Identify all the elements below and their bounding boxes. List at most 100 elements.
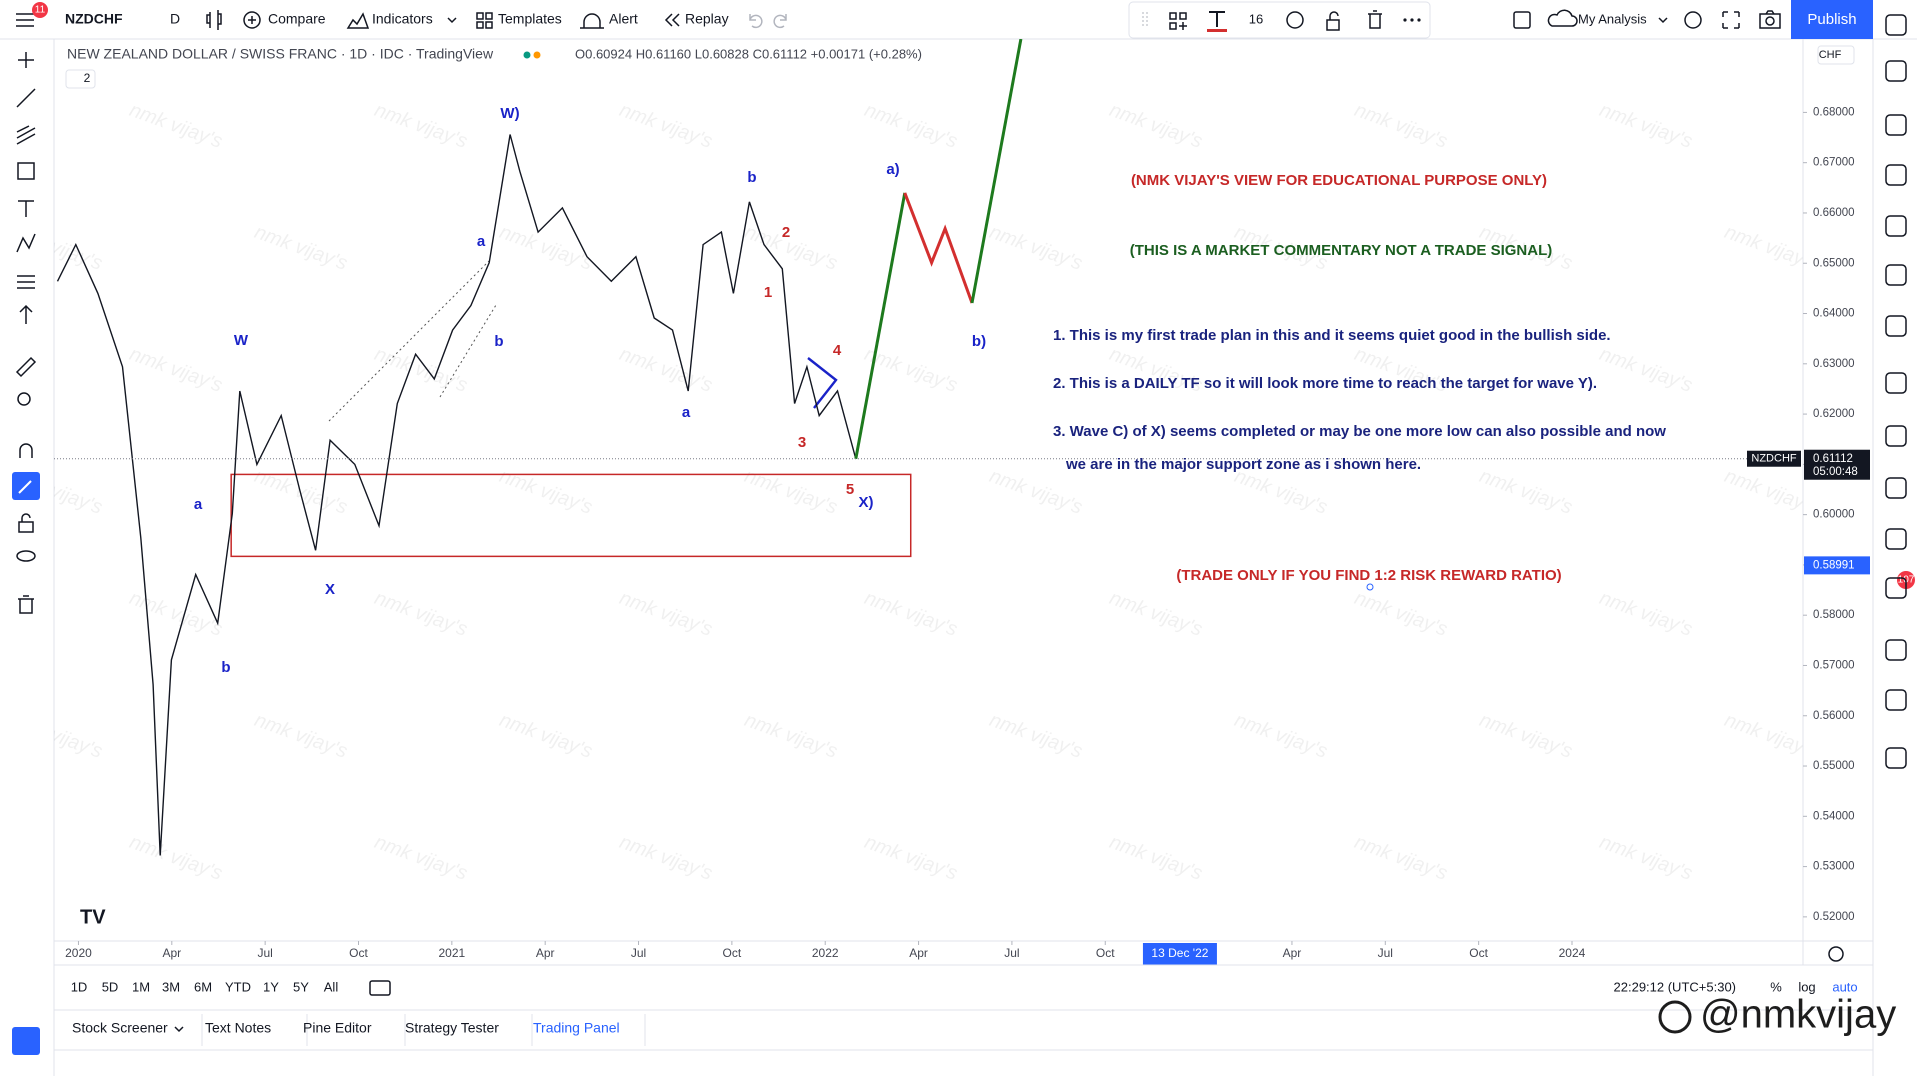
collapse-button[interactable] (65, 69, 96, 89)
commentary: (THIS IS A MARKET COMMENTARY NOT A TRADE… (1130, 242, 1552, 259)
font-size[interactable]: 16 (1249, 11, 1263, 26)
replay[interactable]: Replay (685, 11, 729, 27)
sidebar-icon[interactable] (1885, 689, 1907, 711)
fullscreen[interactable] (1722, 11, 1740, 29)
lock-tool[interactable] (18, 513, 34, 533)
chart-settings[interactable] (1684, 11, 1702, 29)
object-tree[interactable] (1169, 12, 1187, 30)
fib-tool[interactable] (16, 125, 36, 145)
sidebar-icon[interactable] (1885, 528, 1907, 550)
range-button[interactable]: 5Y (293, 979, 309, 994)
projection-line (854, 192, 907, 460)
y-tick-label: 0.67000 (1813, 157, 1855, 169)
range-button[interactable]: All (324, 979, 339, 994)
badge (32, 2, 48, 18)
chevron[interactable] (447, 17, 457, 24)
sidebar-icon[interactable] (1885, 639, 1907, 661)
indicator-count[interactable]: 2 (84, 71, 91, 85)
sidebar-icon[interactable] (1885, 164, 1907, 186)
range-button[interactable]: YTD (225, 979, 251, 994)
panel-tab[interactable]: Text Notes (205, 1020, 271, 1036)
compare-icon[interactable] (243, 11, 261, 29)
prediction-tool[interactable] (17, 275, 35, 289)
panel-tab[interactable]: Strategy Tester (405, 1020, 499, 1036)
cloud-icon[interactable] (1547, 9, 1578, 27)
chevron[interactable] (1658, 17, 1668, 24)
sidebar-icon[interactable] (1885, 747, 1907, 769)
text-color-swatch[interactable] (1207, 29, 1227, 32)
log-toggle[interactable]: log (1798, 979, 1815, 994)
trendline-tool[interactable] (16, 88, 36, 108)
range-button[interactable]: 1D (71, 979, 88, 994)
templates[interactable]: Templates (498, 11, 562, 27)
delete[interactable] (1368, 10, 1382, 29)
undo[interactable] (749, 14, 763, 29)
interval[interactable]: D (170, 11, 180, 27)
date-range-icon[interactable] (369, 980, 391, 996)
visibility-tool[interactable] (16, 550, 36, 562)
wave-label: a (682, 404, 691, 421)
sidebar-icon[interactable] (1885, 372, 1907, 394)
icon-tool[interactable] (19, 304, 33, 324)
text-color[interactable] (1209, 11, 1225, 27)
x-tick-label: 2021 (438, 946, 465, 960)
compare[interactable]: Compare (268, 11, 326, 27)
lock[interactable] (1326, 11, 1340, 31)
symbol[interactable]: NZDCHF (65, 11, 123, 27)
replay-icon[interactable] (664, 13, 680, 27)
panel-tab[interactable]: Stock Screener (72, 1020, 168, 1036)
crosshair-tool[interactable] (18, 52, 34, 68)
ruler-tool[interactable] (15, 356, 37, 378)
remove-tool[interactable] (18, 595, 34, 614)
layout-name[interactable]: My Analysis (1578, 11, 1647, 26)
sidebar-icon[interactable] (1885, 60, 1907, 82)
templates-icon[interactable] (476, 12, 493, 29)
currency-button[interactable] (1817, 45, 1855, 65)
indicators-icon[interactable] (346, 12, 370, 29)
text-tool[interactable] (18, 200, 34, 217)
alert-icon[interactable] (580, 13, 604, 29)
alert[interactable]: Alert (609, 11, 638, 27)
sidebar-icon[interactable] (1885, 264, 1907, 286)
shape-tool[interactable] (17, 162, 35, 180)
tv-logo: TV (80, 906, 106, 928)
magnet-tool[interactable] (19, 443, 33, 458)
chart-type-icon[interactable] (206, 10, 222, 30)
publish[interactable]: Publish (1807, 11, 1856, 28)
panel-tab[interactable]: Pine Editor (303, 1020, 372, 1036)
zoom-tool[interactable] (17, 392, 31, 406)
menu-icon[interactable] (16, 13, 34, 27)
sidebar-icon[interactable] (1885, 14, 1907, 36)
settings[interactable] (1286, 11, 1304, 29)
auto-toggle[interactable]: auto (1832, 979, 1857, 994)
panel-tab[interactable]: Trading Panel (533, 1020, 620, 1036)
sidebar-icon[interactable] (1885, 315, 1907, 337)
currency[interactable]: CHF (1819, 49, 1842, 61)
percent-toggle[interactable]: % (1770, 979, 1782, 994)
sidebar-icon[interactable] (1885, 425, 1907, 447)
axis-settings[interactable] (1828, 946, 1844, 962)
range-button[interactable]: 6M (194, 979, 212, 994)
panel-toggle[interactable] (12, 1027, 40, 1055)
chevron[interactable] (174, 1026, 184, 1033)
sidebar-icon[interactable] (1885, 577, 1907, 599)
range-button[interactable]: 1Y (263, 979, 279, 994)
select-box[interactable] (1513, 11, 1531, 29)
sidebar-icon[interactable] (1885, 215, 1907, 237)
range-button[interactable]: 1M (132, 979, 150, 994)
range-button[interactable]: 3M (162, 979, 180, 994)
indicators[interactable]: Indicators (372, 11, 433, 27)
snapshot[interactable] (1759, 10, 1781, 29)
drag-handle[interactable] (1142, 12, 1148, 28)
redo[interactable] (773, 14, 787, 29)
range-button[interactable]: 5D (102, 979, 119, 994)
sidebar-icon[interactable] (1885, 477, 1907, 499)
note: 2. This is a DAILY TF so it will look mo… (1053, 375, 1597, 392)
sidebar-icon[interactable] (1885, 114, 1907, 136)
publish-button[interactable] (1791, 0, 1873, 39)
pattern-tool[interactable] (16, 233, 36, 253)
last-price-tag (1804, 449, 1870, 480)
y-tick-label: 0.68000 (1813, 106, 1855, 118)
y-tick-label: 0.54000 (1813, 810, 1855, 822)
